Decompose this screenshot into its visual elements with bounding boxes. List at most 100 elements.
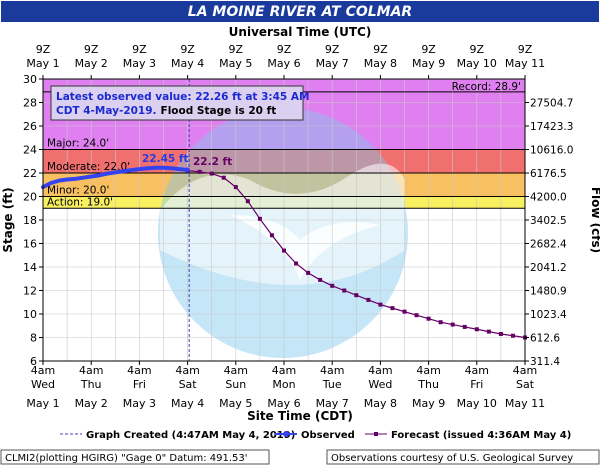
legend-forecast-marker	[374, 432, 378, 436]
top-tick-time: 9Z	[373, 43, 388, 56]
forecast-point	[378, 302, 383, 307]
legend-observed-label: Observed	[301, 430, 355, 441]
y2-tick-label: 311.4	[530, 356, 560, 368]
threshold-labels: Record: 28.9' Major: 24.0' Moderate: 22.0'…	[43, 81, 525, 209]
bottom-tick-date: May 3	[123, 397, 156, 410]
top-tick-time: 9Z	[36, 43, 51, 56]
forecast-point	[366, 297, 371, 302]
forecast-point	[426, 316, 431, 321]
y-tick-label: 8	[30, 332, 37, 345]
top-tick-time: 9Z	[470, 43, 485, 56]
x-axis-title: Site Time (CDT)	[247, 409, 353, 423]
annotation-date: CDT 4-May-2019.	[56, 105, 157, 117]
forecast-point	[342, 288, 347, 293]
forecast-point	[245, 199, 250, 204]
bottom-tick-time: 4am	[368, 364, 392, 377]
legend: Graph Created (4:47AM May 4, 2019) Obser…	[60, 430, 571, 441]
footer-left-box	[0, 449, 270, 465]
bottom-tick-date: May 6	[267, 397, 300, 410]
y2-tick-label: 27504.7	[530, 98, 573, 110]
observed-point	[184, 167, 190, 173]
forecast-point	[233, 185, 238, 190]
y2-tick-label: 612.6	[530, 333, 560, 345]
y2-tick-label: 10616.0	[530, 145, 573, 157]
bottom-tick-day: Thu	[80, 378, 102, 391]
threshold-label: Major: 24.0'	[47, 138, 109, 150]
observed-peak-label: 22.45 ft	[142, 153, 188, 165]
forecast-point	[257, 216, 262, 221]
y-tick-label: 22	[23, 167, 37, 180]
top-tick-time: 9Z	[180, 43, 195, 56]
forecast-point	[474, 327, 479, 332]
legend-observed-marker	[283, 431, 289, 437]
bottom-tick-day: Sun	[225, 378, 246, 391]
y2-tick-label: 3402.5	[530, 215, 567, 227]
y-tick-label: 18	[23, 214, 37, 227]
top-tick-date: May 7	[316, 57, 349, 70]
y-tick-label: 16	[23, 238, 37, 251]
y2-tick-label: 2682.4	[530, 239, 567, 251]
observed-line	[41, 165, 190, 190]
bottom-tick-day: Tue	[322, 378, 342, 391]
noaa-watermark	[158, 108, 408, 358]
forecast-point	[450, 322, 455, 327]
bottom-tick-day: Fri	[133, 378, 146, 391]
y2-tick-label: 1023.4	[530, 309, 567, 321]
y2-tick-label: 4200.0	[530, 192, 567, 204]
chart-title: LA MOINE RIVER AT COLMAR	[188, 4, 412, 20]
bottom-tick-date: May 10	[457, 397, 497, 410]
bottom-tick-date: May 8	[364, 397, 397, 410]
y-tick-label: 26	[23, 120, 37, 133]
bottom-tick-time: 4am	[31, 364, 55, 377]
forecast-point	[221, 175, 226, 180]
footer-credit: Observations courtesy of U.S. Geological…	[331, 453, 573, 464]
threshold-label: Action: 19.0'	[47, 196, 113, 208]
y2-tick-label: 2041.2	[530, 262, 567, 274]
axes: 6 8 10 12 14 16 18 20 22 24 26 28 30 311.4 612.6 1023.4…	[23, 43, 573, 410]
bottom-tick-day: Thu	[417, 378, 439, 391]
y-tick-label: 30	[23, 73, 37, 86]
y2-tick-label: 17423.3	[530, 121, 573, 133]
forecast-point	[306, 270, 311, 275]
bottom-tick-time: 4am	[127, 364, 151, 377]
y-tick-label: 10	[23, 308, 37, 321]
top-tick-time: 9Z	[277, 43, 292, 56]
forecast-point	[402, 309, 407, 314]
y2-tick-label: 1480.9	[530, 286, 567, 298]
forecast-point	[318, 277, 323, 282]
top-tick-date: May 8	[364, 57, 397, 70]
y-tick-label: 28	[23, 97, 37, 110]
top-tick-date: May 2	[75, 57, 108, 70]
top-tick-date: May 1	[26, 57, 59, 70]
noaa-logo-bird	[230, 215, 380, 280]
forecast-peak-label: 22.2 ft	[193, 156, 232, 168]
noaa-logo-wave	[160, 163, 405, 285]
bottom-tick-time: 4am	[79, 364, 103, 377]
y-tick-label: 14	[23, 261, 37, 274]
top-tick-date: May 10	[457, 57, 497, 70]
top-tick-date: May 5	[219, 57, 252, 70]
bottom-tick-day: Wed	[368, 378, 392, 391]
top-tick-time: 9Z	[84, 43, 99, 56]
annotation-box	[50, 85, 304, 121]
top-tick-date: May 3	[123, 57, 156, 70]
forecast-point	[269, 233, 274, 238]
footer-right-box	[326, 449, 600, 465]
forecast-point	[354, 293, 359, 298]
y-axis-title: Stage (ft)	[1, 187, 15, 252]
threshold-label: Moderate: 22.0'	[47, 161, 130, 173]
bottom-tick-time: 4am	[465, 364, 489, 377]
forecast-point	[282, 248, 286, 253]
forecast-point	[390, 306, 395, 311]
bottom-tick-time: 4am	[513, 364, 537, 377]
annotation-line-1: Latest observed value: 22.26 ft at 3:45 …	[56, 91, 309, 103]
bottom-tick-date: May 5	[219, 397, 252, 410]
y-tick-label: 12	[23, 285, 37, 298]
y2-axis-title: Flow (cfs)	[589, 187, 600, 253]
bottom-tick-date: May 7	[316, 397, 349, 410]
bottom-tick-day: Sat	[516, 378, 535, 391]
bottom-tick-day: Sat	[179, 378, 198, 391]
y-tick-label: 24	[23, 144, 37, 157]
